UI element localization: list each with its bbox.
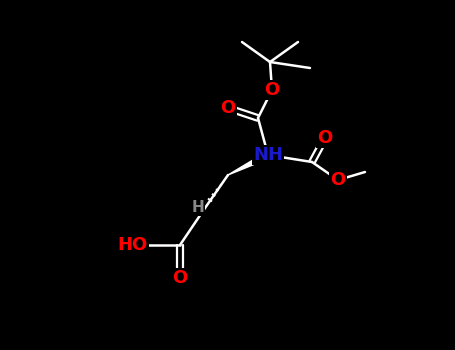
Text: O: O	[264, 81, 280, 99]
Text: O: O	[172, 269, 187, 287]
Text: O: O	[330, 171, 346, 189]
Text: H: H	[192, 201, 204, 216]
Text: O: O	[318, 129, 333, 147]
Polygon shape	[228, 152, 269, 175]
Text: O: O	[220, 99, 236, 117]
Text: HO: HO	[118, 236, 148, 254]
Text: NH: NH	[253, 146, 283, 164]
